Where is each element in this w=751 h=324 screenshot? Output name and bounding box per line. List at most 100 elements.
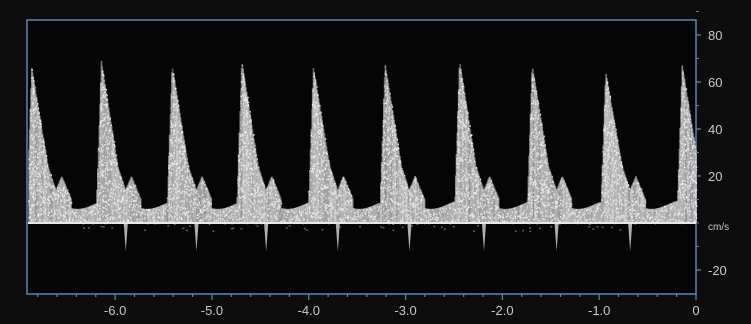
spectrum-speckle — [395, 171, 397, 173]
spectrum-speckle — [107, 217, 109, 219]
spectrum-column — [360, 208, 363, 223]
spectrum-speckle — [179, 150, 182, 153]
spectrum-speckle — [106, 202, 109, 205]
spectrum-speckle — [299, 214, 302, 216]
spectrum-speckle — [221, 213, 223, 216]
spectrum-column — [77, 208, 80, 223]
spectrum-speckle — [310, 148, 313, 150]
spectrum-speckle — [239, 138, 242, 141]
spectrum-speckle — [315, 212, 317, 215]
spectrum-speckle — [406, 221, 408, 223]
spectrum-speckle — [366, 209, 368, 211]
spectrum-speckle — [456, 159, 458, 162]
spectrum-speckle — [313, 209, 316, 211]
spectrum-speckle — [381, 175, 383, 177]
spectrum-speckle — [41, 213, 43, 215]
spectrum-speckle — [203, 204, 205, 207]
spectrum-speckle — [318, 126, 320, 128]
spectrum-speckle — [190, 218, 192, 221]
spectrum-speckle — [387, 215, 389, 218]
spectrum-speckle — [240, 158, 242, 161]
spectrum-speckle — [68, 193, 71, 195]
spectrum-speckle — [202, 211, 204, 214]
spectrum-speckle — [389, 127, 392, 130]
spectrum-speckle — [129, 186, 132, 188]
spectrum-speckle — [406, 197, 408, 199]
spectrum-speckle — [243, 80, 246, 83]
spectrum-speckle — [132, 206, 135, 209]
spectrum-speckle — [459, 89, 461, 92]
spectrum-column — [263, 186, 266, 223]
spectrum-speckle — [205, 204, 207, 207]
spectrum-speckle — [107, 151, 109, 153]
spectrum-speckle — [170, 187, 172, 190]
spectrum-speckle — [100, 158, 102, 161]
spectrum-speckle — [387, 152, 390, 155]
spectrum-speckle — [76, 220, 79, 222]
spectrum-speckle — [100, 124, 102, 127]
spectrum-speckle — [187, 211, 190, 214]
spectrum-speckle — [322, 154, 324, 157]
spectrum-speckle — [382, 136, 384, 139]
spectrum-speckle — [389, 208, 391, 211]
spectrum-speckle — [324, 186, 326, 189]
spectrum-speckle — [202, 182, 204, 185]
spectrum-speckle — [253, 150, 256, 153]
spectrum-speckle — [202, 219, 205, 222]
spectrum-speckle — [384, 141, 386, 143]
spectrum-column — [46, 159, 48, 223]
spectrum-speckle — [436, 213, 438, 215]
spectrum-speckle — [75, 214, 77, 217]
spectrum-speckle — [387, 94, 389, 97]
spectrum-speckle — [323, 150, 325, 152]
spectrum-speckle — [247, 113, 249, 116]
spectrum-column — [30, 67, 33, 224]
spectrum-speckle — [327, 217, 330, 220]
spectrum-speckle — [381, 181, 383, 184]
spectrum-column — [193, 184, 196, 223]
spectrum-speckle — [404, 193, 407, 196]
spectrum-speckle — [381, 153, 383, 156]
spectrum-speckle — [104, 104, 106, 106]
spectrum-speckle — [177, 156, 179, 158]
spectrum-speckle — [381, 192, 383, 195]
spectrum-speckle — [328, 159, 330, 162]
spectrum-speckle — [217, 213, 219, 216]
spectrum-speckle — [34, 175, 37, 178]
spectrum-column — [450, 202, 453, 223]
spectrum-column — [377, 203, 379, 223]
spectrum-speckle — [327, 164, 329, 166]
spectrum-column — [129, 178, 132, 223]
spectrum-column — [154, 207, 157, 223]
spectrum-speckle — [174, 211, 177, 214]
spectrum-speckle — [338, 190, 341, 192]
spectrum-speckle — [441, 220, 443, 223]
spectrum-speckle — [344, 205, 346, 208]
spectrum-column — [61, 177, 64, 223]
spectrum-speckle — [442, 210, 444, 213]
spectrum-column — [332, 176, 334, 223]
spectrum-speckle — [54, 187, 56, 190]
spectrum-speckle — [388, 110, 390, 113]
spectrum-speckle — [37, 183, 39, 185]
spectrum-speckle — [131, 209, 134, 211]
spectrum-speckle — [418, 209, 420, 211]
spectrum-column — [165, 203, 168, 223]
spectrum-speckle — [89, 221, 91, 223]
spectrum-speckle — [141, 213, 143, 215]
spectrum-speckle — [60, 214, 62, 217]
spectrum-speckle — [370, 208, 373, 211]
spectrum-column — [449, 203, 451, 223]
spectrum-speckle — [189, 195, 191, 197]
spectrum-column — [261, 177, 263, 223]
spectrum-speckle — [392, 157, 394, 160]
spectrum-speckle — [370, 216, 373, 219]
spectrum-speckle — [286, 216, 288, 219]
spectrum-speckle — [182, 190, 184, 192]
spectrum-speckle — [171, 124, 173, 127]
spectrum-speckle — [409, 199, 411, 201]
spectrum-speckle — [196, 190, 198, 193]
spectrum-column — [267, 184, 270, 223]
spectrum-speckle — [211, 211, 213, 214]
spectrum-speckle — [407, 218, 409, 221]
